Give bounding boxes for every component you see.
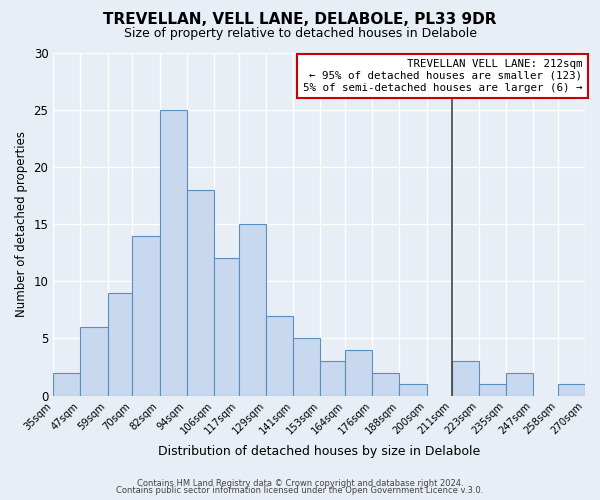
- Text: TREVELLAN, VELL LANE, DELABOLE, PL33 9DR: TREVELLAN, VELL LANE, DELABOLE, PL33 9DR: [103, 12, 497, 28]
- Bar: [107, 292, 133, 396]
- Bar: [345, 350, 373, 396]
- X-axis label: Distribution of detached houses by size in Delabole: Distribution of detached houses by size …: [158, 444, 480, 458]
- Bar: [320, 362, 345, 396]
- Bar: [293, 338, 320, 396]
- Text: Contains public sector information licensed under the Open Government Licence v.: Contains public sector information licen…: [116, 486, 484, 495]
- Bar: [214, 258, 239, 396]
- Text: Size of property relative to detached houses in Delabole: Size of property relative to detached ho…: [124, 28, 476, 40]
- Bar: [479, 384, 506, 396]
- Bar: [160, 110, 187, 396]
- Bar: [133, 236, 160, 396]
- Bar: [239, 224, 266, 396]
- Bar: [400, 384, 427, 396]
- Bar: [373, 373, 400, 396]
- Bar: [266, 316, 293, 396]
- Text: TREVELLAN VELL LANE: 212sqm
← 95% of detached houses are smaller (123)
5% of sem: TREVELLAN VELL LANE: 212sqm ← 95% of det…: [303, 60, 583, 92]
- Bar: [53, 373, 80, 396]
- Bar: [187, 190, 214, 396]
- Bar: [506, 373, 533, 396]
- Bar: [558, 384, 585, 396]
- Text: Contains HM Land Registry data © Crown copyright and database right 2024.: Contains HM Land Registry data © Crown c…: [137, 478, 463, 488]
- Bar: [452, 362, 479, 396]
- Bar: [80, 327, 107, 396]
- Y-axis label: Number of detached properties: Number of detached properties: [15, 131, 28, 317]
